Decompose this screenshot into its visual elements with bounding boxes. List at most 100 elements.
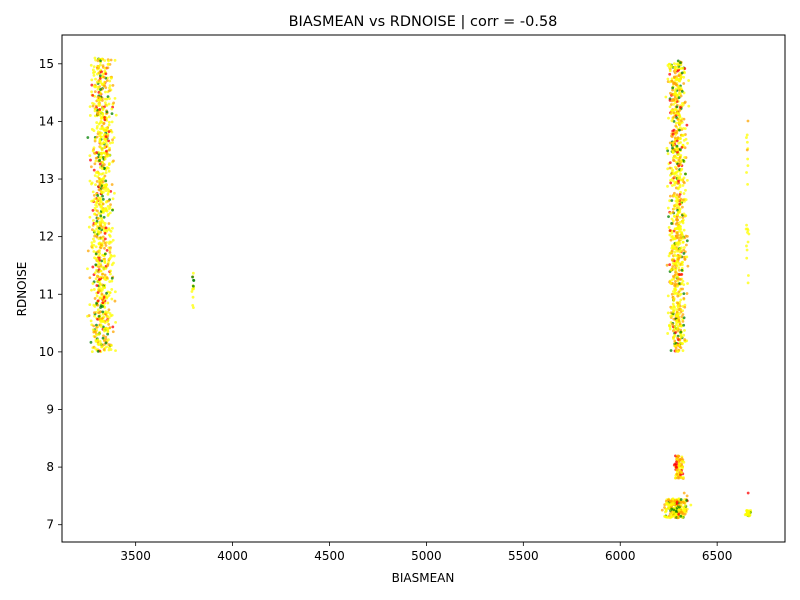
scatter-point [97, 237, 101, 241]
scatter-point [107, 346, 111, 350]
scatter-point [676, 150, 679, 154]
scatter-point [95, 268, 98, 272]
scatter-point [666, 149, 670, 153]
scatter-point [664, 95, 668, 99]
scatter-point [101, 194, 104, 198]
scatter-point [114, 320, 117, 324]
scatter-point [97, 265, 100, 269]
scatter-point [678, 128, 681, 132]
scatter-point [745, 248, 749, 252]
scatter-point [678, 220, 682, 224]
scatter-point [680, 205, 684, 209]
scatter-point [678, 156, 682, 159]
y-tick-label: 7 [46, 518, 54, 532]
scatter-point [674, 124, 678, 128]
scatter-point [679, 341, 682, 345]
scatter-point [95, 135, 99, 139]
x-tick-label: 5500 [508, 549, 539, 563]
scatter-point [91, 93, 95, 97]
scatter-point [677, 343, 681, 347]
scatter-point [99, 88, 102, 91]
scatter-point [681, 216, 685, 219]
scatter-point [681, 184, 685, 187]
scatter-point [98, 245, 102, 249]
scatter-point [100, 57, 104, 61]
scatter-point [680, 119, 683, 123]
scatter-point [669, 238, 673, 242]
y-tick-label: 11 [39, 287, 54, 301]
scatter-point [681, 221, 685, 225]
scatter-point [88, 303, 92, 307]
scatter-point [97, 314, 101, 318]
scatter-point [86, 249, 90, 253]
scatter-point [98, 108, 102, 111]
scatter-point [101, 172, 105, 175]
scatter-point [668, 105, 672, 109]
scatter-point [679, 172, 683, 176]
scatter-point [93, 297, 97, 300]
scatter-point [103, 246, 106, 250]
scatter-point [111, 330, 115, 334]
scatter-point [97, 270, 100, 274]
scatter-point [88, 215, 92, 219]
scatter-point [682, 176, 686, 180]
scatter-point [104, 267, 108, 270]
scatter-point [94, 221, 98, 225]
scatter-point [682, 139, 686, 142]
scatter-point [676, 136, 680, 140]
scatter-point [105, 229, 109, 233]
scatter-point [94, 200, 98, 204]
scatter-point [677, 112, 681, 116]
scatter-point [671, 150, 675, 154]
scatter-point [678, 273, 681, 276]
scatter-point [101, 253, 105, 257]
scatter-point [681, 465, 684, 469]
scatter-point [97, 65, 101, 69]
scatter-point [683, 257, 687, 261]
scatter-point [677, 210, 681, 214]
scatter-point [109, 76, 113, 80]
scatter-point [679, 168, 683, 172]
scatter-point [86, 267, 89, 271]
scatter-point [675, 321, 678, 325]
scatter-point [103, 252, 107, 256]
scatter-point [104, 90, 107, 94]
scatter-point [95, 227, 98, 231]
scatter-point [669, 211, 673, 215]
scatter-point [673, 92, 676, 96]
scatter-point [103, 101, 107, 105]
scatter-point [675, 468, 679, 472]
scatter-point [98, 159, 101, 162]
scatter-point [111, 238, 115, 242]
scatter-point [670, 222, 673, 225]
scatter-point [677, 290, 681, 294]
scatter-point [675, 323, 678, 327]
scatter-point [676, 59, 680, 63]
scatter-point [93, 335, 97, 339]
scatter-point [104, 86, 108, 90]
scatter-point [679, 61, 682, 65]
scatter-point [94, 77, 97, 81]
scatter-point [191, 295, 195, 299]
scatter-point [671, 146, 674, 150]
scatter-point [91, 101, 94, 105]
scatter-point [103, 115, 106, 119]
scatter-point [666, 152, 670, 156]
scatter-point [670, 199, 674, 202]
scatter-point [676, 182, 680, 185]
scatter-point [746, 281, 750, 285]
scatter-point [98, 340, 102, 343]
scatter-point [94, 183, 97, 187]
scatter-point [679, 498, 683, 501]
scatter-point [672, 514, 676, 518]
scatter-point [671, 497, 675, 501]
scatter-point [676, 227, 680, 231]
scatter-point [94, 263, 98, 267]
scatter-point [113, 191, 116, 195]
scatter-point [663, 506, 666, 509]
scatter-point [672, 308, 675, 312]
scatter-point [111, 208, 114, 212]
scatter-point [107, 169, 111, 173]
scatter-point [673, 250, 677, 254]
scatter-point [667, 506, 671, 510]
